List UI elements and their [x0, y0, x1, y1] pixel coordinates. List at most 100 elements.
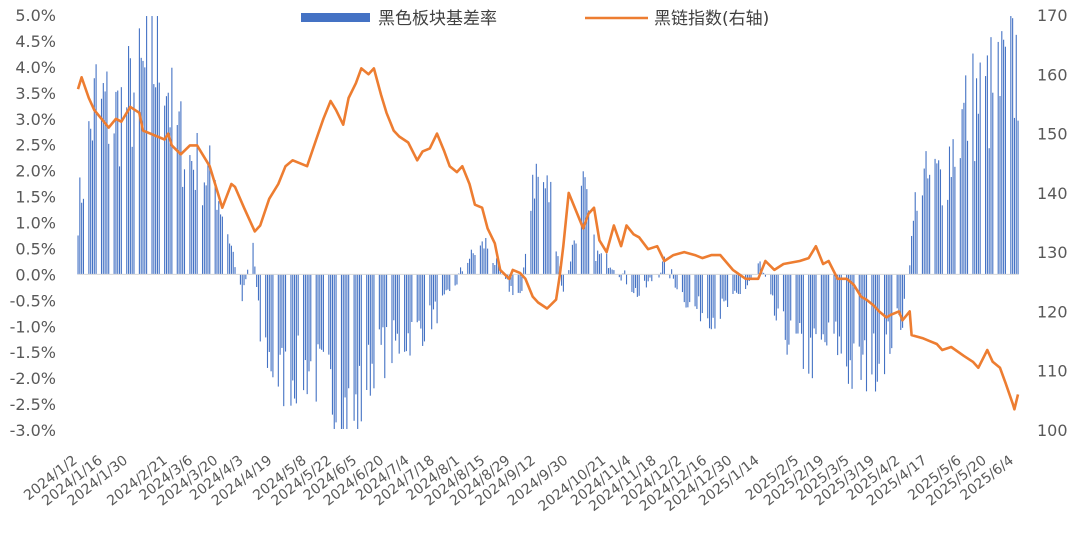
- basis-rate-bar: [373, 274, 375, 389]
- basis-rate-bar: [936, 163, 938, 275]
- basis-rate-bar: [232, 251, 234, 275]
- basis-rate-bar: [517, 274, 519, 293]
- basis-rate-bar: [976, 78, 978, 275]
- basis-rate-bar: [88, 121, 90, 275]
- basis-rate-bar: [712, 274, 714, 318]
- basis-rate-bar: [423, 274, 426, 342]
- basis-rate-bar: [508, 274, 510, 292]
- basis-rate-bar: [689, 274, 691, 303]
- basis-rate-bar: [575, 243, 577, 275]
- basis-rate-bar: [119, 166, 121, 275]
- y-right-tick-label: 170: [1037, 6, 1068, 25]
- basis-rate-bar: [176, 125, 178, 275]
- y-left-tick-label: -0.5%: [10, 291, 56, 310]
- y-right-tick-label: 110: [1037, 362, 1068, 381]
- basis-rate-bar: [418, 274, 420, 321]
- basis-rate-bar: [773, 274, 776, 316]
- basis-rate-bar: [582, 171, 584, 275]
- basis-rate-bar: [512, 274, 514, 296]
- basis-rate-bar: [784, 274, 786, 340]
- basis-rate-bar: [613, 270, 615, 275]
- basis-rate-bar: [331, 274, 333, 415]
- basis-rate-bar: [977, 113, 979, 275]
- y-left-tick-label: -1.0%: [10, 317, 56, 336]
- basis-rate-bar: [764, 274, 767, 277]
- basis-rate-bar: [330, 274, 332, 370]
- basis-rate-bar: [155, 87, 157, 275]
- basis-rate-bar: [239, 274, 241, 285]
- basis-rate-bar: [737, 274, 739, 294]
- y-left-tick-label: 0.0%: [15, 265, 56, 284]
- basis-rate-bar: [180, 101, 182, 275]
- basis-rate-bar: [479, 245, 481, 275]
- basis-rate-bar: [357, 274, 359, 429]
- basis-rate-bar: [496, 258, 498, 275]
- basis-rate-bar: [220, 214, 222, 275]
- basis-rate-bar: [990, 37, 992, 275]
- basis-rate-bar: [227, 234, 229, 275]
- y-right-tick-label: 100: [1037, 421, 1068, 440]
- basis-rate-bar: [810, 274, 812, 338]
- y-left-tick-label: 1.0%: [15, 214, 56, 233]
- y-left-tick-label: 1.5%: [15, 188, 56, 207]
- basis-rate-bar: [1013, 117, 1015, 275]
- basis-rate-bar: [833, 274, 835, 334]
- basis-rate-bar: [707, 274, 709, 319]
- basis-rate-bar: [696, 274, 698, 309]
- basis-rate-bar: [535, 163, 537, 275]
- basis-rate-bar: [265, 274, 267, 338]
- basis-rate-bar: [938, 160, 940, 275]
- basis-rate-bar: [846, 274, 848, 367]
- basis-rate-bar: [205, 185, 207, 275]
- basis-rate-bar: [485, 237, 487, 275]
- basis-rate-bar: [138, 28, 140, 275]
- basis-rate-bar: [911, 235, 913, 275]
- basis-rate-bar: [257, 274, 260, 301]
- y-left-tick-label: 4.5%: [15, 32, 56, 51]
- basis-rate-bar: [290, 274, 292, 406]
- basis-rate-bar: [308, 274, 310, 372]
- basis-rate-bar: [113, 133, 115, 275]
- basis-rate-bar: [259, 274, 261, 342]
- basis-rate-bar: [770, 274, 772, 295]
- basis-rate-bar: [847, 274, 849, 384]
- basis-rate-bar: [151, 16, 153, 275]
- basis-rate-bar: [681, 274, 684, 293]
- basis-rate-bar: [660, 272, 662, 275]
- basis-rate-bar: [182, 186, 184, 275]
- basis-rate-bar: [721, 274, 723, 299]
- basis-rate-bar: [698, 274, 700, 297]
- y-axis-left: -3.0% -2.5% -2.0% -1.5% -1.0% -0.5% 0.0% 0.5% 1.…: [10, 6, 56, 440]
- basis-rate-bar: [600, 253, 602, 275]
- basis-rate-bar: [234, 267, 236, 275]
- basis-rate-bar: [815, 274, 817, 335]
- basis-rate-bar: [344, 274, 346, 398]
- basis-rate-bar: [797, 274, 799, 334]
- basis-rate-bar: [470, 249, 472, 275]
- basis-rate-bar: [822, 274, 824, 335]
- basis-rate-bar: [384, 274, 386, 379]
- basis-rate-bar: [523, 267, 525, 275]
- basis-rate-bar: [156, 16, 158, 275]
- basis-rate-bar: [252, 242, 254, 275]
- basis-rate-bar: [366, 274, 368, 390]
- basis-rate-bar: [948, 146, 951, 275]
- basis-rate-bar: [595, 261, 597, 275]
- basis-rate-bar: [988, 148, 990, 275]
- basis-rate-bar: [409, 274, 411, 356]
- basis-rate-bar: [999, 96, 1001, 275]
- basis-rate-bar: [461, 271, 463, 275]
- basis-rate-bar: [871, 274, 873, 375]
- basis-rate-bar: [840, 274, 842, 354]
- y-right-tick-label: 150: [1037, 125, 1068, 144]
- basis-rate-bar: [499, 271, 501, 275]
- basis-rate-bar: [183, 169, 186, 275]
- basis-rate-bar: [916, 210, 918, 275]
- basis-rate-bar: [207, 162, 209, 275]
- basis-rate-bar: [813, 274, 815, 329]
- basis-rate-bar: [544, 188, 546, 275]
- y-left-tick-label: -2.0%: [10, 369, 56, 388]
- basis-rate-bar: [555, 251, 557, 275]
- basis-rate-bar: [669, 274, 671, 279]
- basis-rate-bar: [862, 274, 864, 355]
